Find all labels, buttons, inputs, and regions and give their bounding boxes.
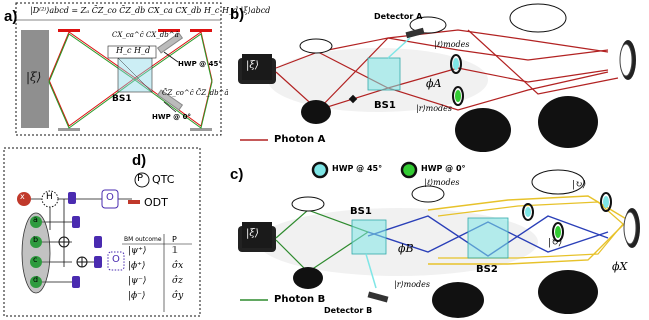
l-modes-c-label: |ℓ⟩modes (424, 178, 460, 187)
formula: |D⁽²⁾⟩abcd = Zₐ C̄Z_co C̄Z_db CX_ca CX_d… (30, 6, 271, 15)
phi-b-label: ϕB (398, 242, 414, 255)
r-modes-c-label: |r⟩modes (394, 280, 431, 289)
qubit-x: x (20, 192, 25, 201)
panel-a: a) |D⁽²⁾⟩abcd = Zₐ C̄Z_co C̄Z_db CX_ca C… (0, 0, 270, 138)
panel-d: d) x H a b c d O O P QTC ODT BM outcome … (2, 142, 224, 318)
table-row-4-p: σ̂y (172, 291, 184, 301)
table-header-p: P (172, 235, 177, 244)
bs2-label: BS2 (476, 264, 498, 275)
panel-c: c) HWP @ 45° HWP @ 0° |ℓ⟩modes |↻⟩ BS1 |… (228, 160, 649, 320)
hwp45-legend: HWP @ 45° (332, 164, 383, 173)
odt-label: ODT (144, 196, 168, 209)
panel-a-diagram (15, 2, 222, 136)
r-modes-label: |r⟩modes (416, 104, 453, 113)
l-modes-label: |ℓ⟩modes (434, 40, 470, 49)
detector-a-label: Detector A (374, 12, 423, 21)
p-symbol: P (137, 173, 144, 184)
photon-a-legend: Photon A (274, 134, 326, 145)
panel-b-diagram (238, 3, 636, 152)
table-row-2-p: σ̂x (172, 261, 184, 271)
table-row-1-p: 𝟙 (172, 246, 178, 256)
table-row-1-outcome: |ψ⁺⟩ (128, 246, 147, 256)
h-box-label: H_c H_d (116, 46, 151, 55)
bs1-b-label: BS1 (374, 100, 396, 111)
hwp45-label: HWP @ 45° (178, 60, 222, 68)
circ-label-2: |↻⟩ (548, 238, 563, 248)
hwp0-legend: HWP @ 0° (421, 164, 466, 173)
o-label-2: O (112, 254, 120, 265)
panel-b: b) Detector A |ℓ⟩modes ϕA BS1 |r⟩modes |… (228, 0, 649, 158)
photon-b-legend: Photon B (274, 294, 326, 305)
table-row-3-outcome: |ψ⁻⟩ (128, 276, 147, 286)
panel-c-label: c) (230, 166, 244, 183)
panel-c-diagram (238, 161, 640, 318)
bs1-c-label: BS1 (350, 206, 372, 217)
cx-box-label: CX_ca^ĉ CX_db^â (112, 31, 179, 39)
source-state-c: |ξ⟩ (246, 228, 259, 239)
source-state-b: |ξ⟩ (246, 60, 259, 71)
table-row-3-p: σ̂z (172, 276, 183, 286)
hwp0-label: HWP @ 0° (152, 113, 191, 121)
table-row-2-outcome: |ϕ⁺⟩ (128, 261, 146, 271)
cz-label: C̄Z_co^ĉ C̄Z_db^â (162, 89, 229, 97)
panel-d-label: d) (132, 152, 147, 169)
panel-a-label: a) (4, 8, 18, 25)
qubit-a: a (33, 215, 38, 224)
bs1-label: BS1 (112, 94, 132, 104)
panel-b-label: b) (230, 6, 245, 23)
qubit-b: b (33, 235, 39, 244)
o-label-1: O (106, 192, 114, 203)
qubit-c: c (33, 255, 38, 264)
phi-a-label: ϕA (426, 77, 442, 90)
circ-label-1: |↻⟩ (572, 180, 587, 190)
phi-x-label: ϕX (612, 260, 628, 273)
gate-h: H (46, 192, 53, 202)
panel-d-diagram (3, 147, 201, 317)
qtc-label: QTC (152, 173, 175, 186)
table-header-outcome: BM outcome (124, 236, 162, 243)
detector-b-label: Detector B (324, 306, 373, 315)
state-label: |ξ⟩ (26, 70, 42, 84)
qubit-d: d (33, 275, 39, 284)
table-row-4-outcome: |ϕ⁻⟩ (128, 291, 146, 301)
